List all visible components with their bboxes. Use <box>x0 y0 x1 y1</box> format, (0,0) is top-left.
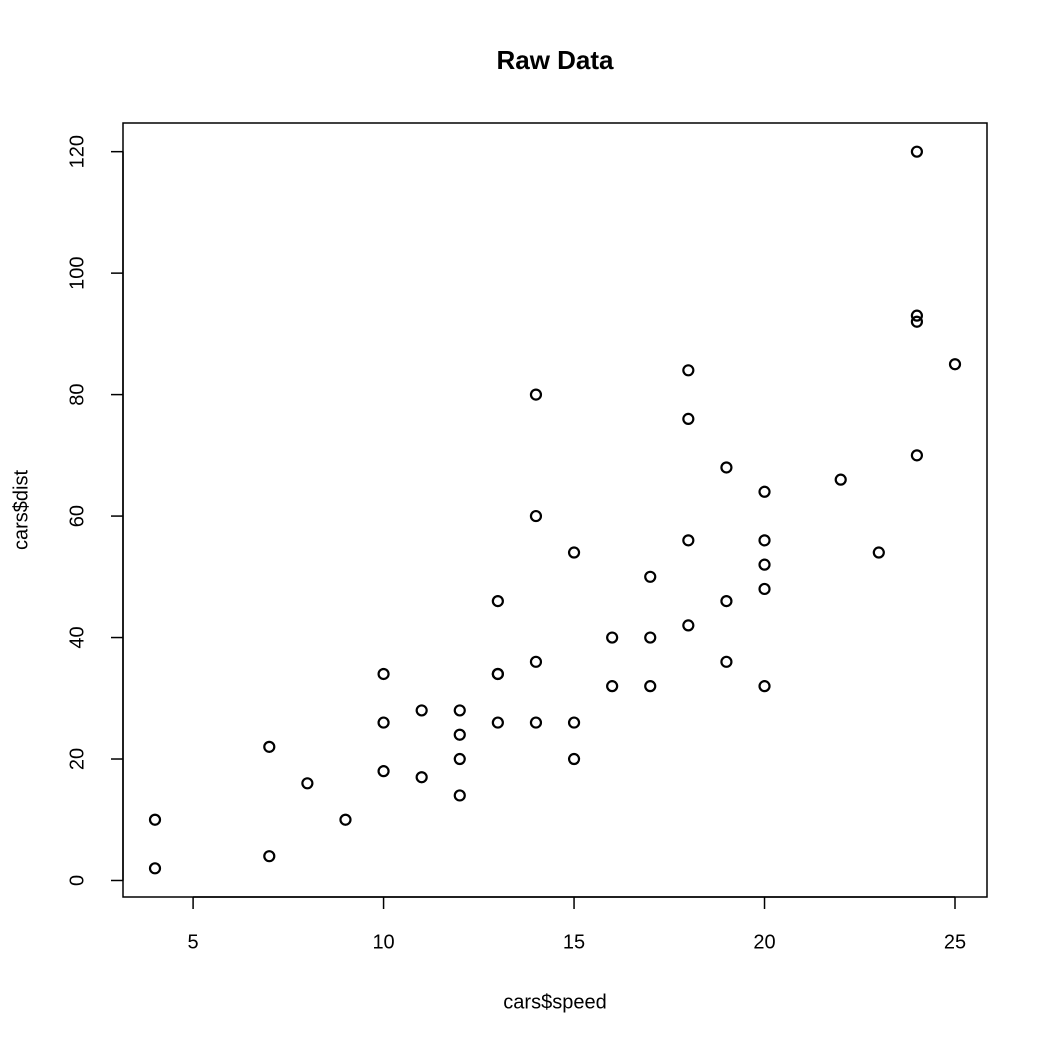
point <box>567 716 581 729</box>
y-tick-label: 40 <box>66 626 88 648</box>
y-axis-label: cars$dist <box>10 470 32 550</box>
x-tick-label: 25 <box>944 931 966 953</box>
point <box>682 364 695 377</box>
point <box>491 716 504 729</box>
y-tick-label: 120 <box>66 135 88 168</box>
point <box>377 716 390 729</box>
point <box>606 680 619 693</box>
point <box>263 740 276 753</box>
point <box>758 534 771 547</box>
point <box>682 619 695 632</box>
point <box>720 461 733 474</box>
point <box>339 813 352 826</box>
point <box>758 485 771 498</box>
x-axis-label: cars$speed <box>503 991 606 1013</box>
y-tick-label: 60 <box>66 505 88 527</box>
point <box>415 771 428 784</box>
point <box>148 813 162 826</box>
point <box>453 752 466 766</box>
point <box>758 558 771 571</box>
y-tick-label: 80 <box>66 383 88 405</box>
point <box>377 667 390 681</box>
point <box>720 595 733 608</box>
point <box>529 388 543 401</box>
point <box>301 777 314 790</box>
point <box>415 704 428 717</box>
point <box>872 546 885 559</box>
point <box>834 473 847 486</box>
point <box>491 595 504 608</box>
point <box>263 850 276 863</box>
point <box>491 667 504 681</box>
y-tick-label: 100 <box>66 256 88 289</box>
x-tick-label: 5 <box>188 931 199 953</box>
point <box>529 655 543 668</box>
point <box>453 789 466 802</box>
point <box>644 631 657 644</box>
plot-box <box>122 122 988 898</box>
point <box>758 582 771 596</box>
point <box>567 546 581 559</box>
x-tick-label: 10 <box>372 931 394 953</box>
point <box>644 570 657 583</box>
point <box>910 449 924 462</box>
point <box>910 309 924 322</box>
x-tick-label: 15 <box>563 931 585 953</box>
chart-title: Raw Data <box>496 45 614 75</box>
y-tick-label: 20 <box>66 748 88 770</box>
x-tick-label: 20 <box>753 931 775 953</box>
point <box>720 655 733 668</box>
point <box>606 631 619 644</box>
point <box>644 680 657 693</box>
point <box>682 534 695 547</box>
point <box>453 704 466 717</box>
point <box>910 145 924 158</box>
point <box>682 412 695 425</box>
point <box>758 680 771 693</box>
point <box>148 862 162 875</box>
point <box>453 728 466 741</box>
point <box>377 765 390 778</box>
point <box>529 509 543 523</box>
point <box>529 716 543 729</box>
y-tick-label: 0 <box>66 875 88 886</box>
point <box>948 358 962 371</box>
point <box>910 315 924 328</box>
point <box>567 752 581 766</box>
